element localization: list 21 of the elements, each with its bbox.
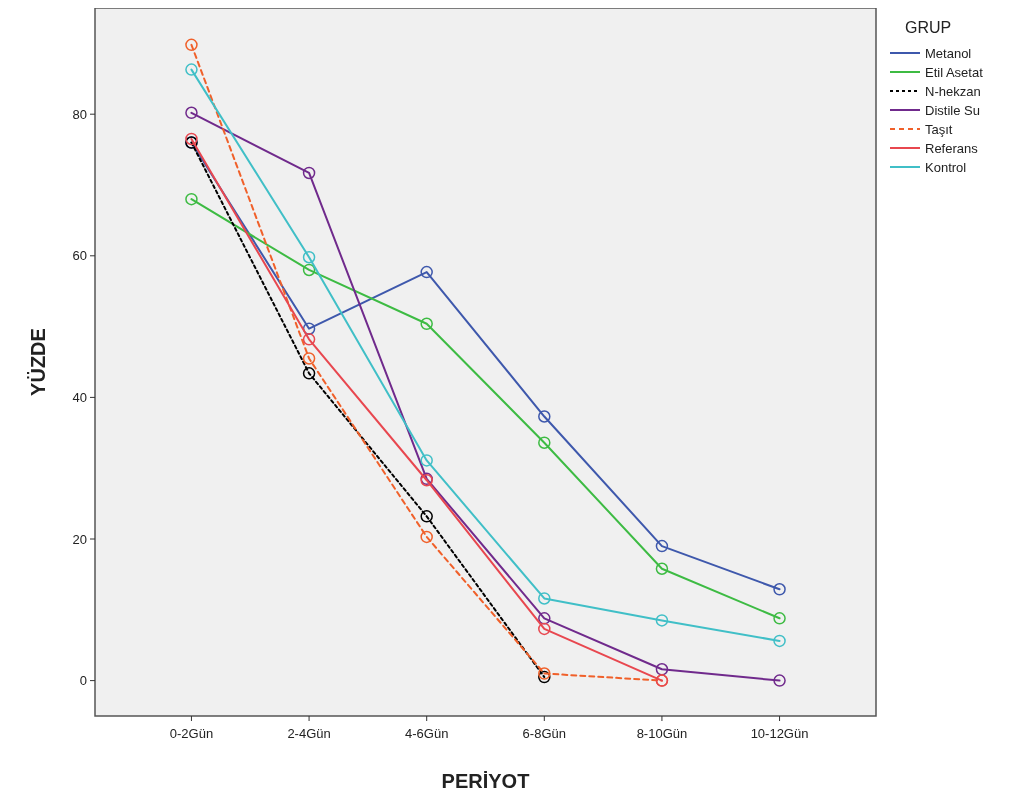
x-tick-label: 10-12Gün: [750, 726, 809, 741]
y-tick-label: 80: [72, 106, 87, 122]
legend-label: Kontrol: [925, 159, 967, 175]
legend-label: Taşıt: [925, 121, 953, 137]
x-tick-label: 6-8Gün: [522, 726, 566, 741]
y-tick-label: 40: [72, 389, 87, 405]
y-axis-title: YÜZDE: [27, 328, 49, 396]
y-tick-label: 0: [79, 673, 87, 689]
x-axis-title: PERİYOT: [441, 770, 530, 792]
y-tick-label: 60: [72, 248, 87, 264]
legend-label: N-hekzan: [925, 83, 981, 99]
legend-label: Metanol: [925, 45, 972, 61]
legend-label: Referans: [925, 140, 979, 156]
y-tick-label: 20: [72, 531, 87, 547]
legend-title: GRUP: [905, 19, 952, 36]
x-tick-label: 0-2Gün: [169, 726, 214, 741]
legend-label: Etil Asetat: [925, 64, 984, 80]
x-tick-label: 4-6Gün: [405, 726, 449, 741]
x-tick-label: 2-4Gün: [287, 726, 331, 741]
legend-label: Distile Su: [925, 102, 980, 118]
x-tick-label: 8-10Gün: [636, 726, 688, 741]
